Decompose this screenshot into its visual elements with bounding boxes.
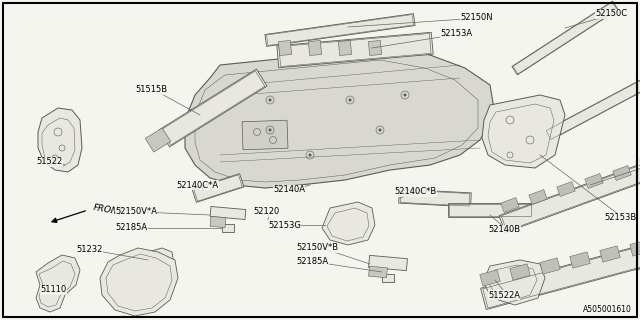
Polygon shape — [36, 255, 80, 312]
Circle shape — [269, 129, 271, 132]
Text: 52153A: 52153A — [440, 29, 472, 38]
Polygon shape — [499, 157, 640, 233]
Text: 52140C*A: 52140C*A — [176, 180, 218, 189]
Text: 52150N: 52150N — [460, 13, 493, 22]
Polygon shape — [308, 41, 321, 55]
Circle shape — [403, 93, 406, 97]
Text: 52185A: 52185A — [296, 258, 328, 267]
Polygon shape — [369, 266, 387, 278]
Text: 52153G: 52153G — [268, 220, 301, 229]
Polygon shape — [481, 236, 640, 309]
Text: 52150C: 52150C — [595, 10, 627, 19]
Polygon shape — [480, 270, 500, 286]
Polygon shape — [399, 189, 471, 207]
Polygon shape — [210, 216, 226, 228]
Polygon shape — [278, 41, 292, 55]
Polygon shape — [242, 120, 288, 150]
Polygon shape — [339, 41, 351, 55]
Polygon shape — [159, 69, 267, 147]
Text: 52140A: 52140A — [273, 186, 305, 195]
Text: 52140B: 52140B — [488, 226, 520, 235]
Text: 52150V*B: 52150V*B — [296, 244, 338, 252]
Text: 52150V*A: 52150V*A — [115, 207, 157, 217]
Circle shape — [349, 99, 351, 101]
Text: 52150D: 52150D — [638, 158, 640, 167]
Polygon shape — [630, 240, 640, 256]
Polygon shape — [529, 189, 547, 204]
Polygon shape — [145, 128, 171, 152]
Polygon shape — [512, 1, 618, 75]
Polygon shape — [482, 95, 565, 168]
Polygon shape — [277, 32, 433, 68]
Polygon shape — [265, 14, 415, 46]
Circle shape — [269, 99, 271, 101]
Polygon shape — [192, 174, 244, 202]
Text: 51522A: 51522A — [488, 291, 520, 300]
Text: 52120: 52120 — [253, 207, 279, 217]
Circle shape — [378, 129, 381, 132]
Text: 51522: 51522 — [36, 157, 62, 166]
Text: 51232: 51232 — [76, 245, 102, 254]
Polygon shape — [210, 206, 246, 220]
Polygon shape — [369, 41, 381, 55]
Polygon shape — [369, 255, 408, 271]
Polygon shape — [140, 248, 174, 278]
Circle shape — [308, 154, 312, 156]
Text: FRONT: FRONT — [92, 203, 124, 217]
Polygon shape — [382, 274, 394, 282]
Polygon shape — [185, 48, 495, 188]
Polygon shape — [545, 70, 640, 140]
Polygon shape — [500, 197, 519, 212]
Polygon shape — [322, 202, 375, 245]
Text: 51110: 51110 — [40, 285, 67, 294]
Polygon shape — [540, 258, 560, 274]
Polygon shape — [483, 260, 545, 305]
Text: 52140C*B: 52140C*B — [394, 188, 436, 196]
Polygon shape — [600, 246, 620, 262]
Text: 52153B: 52153B — [604, 213, 636, 222]
Polygon shape — [557, 181, 575, 196]
Text: 52185A: 52185A — [115, 223, 147, 233]
Polygon shape — [447, 203, 532, 217]
Polygon shape — [570, 252, 590, 268]
Polygon shape — [509, 264, 531, 280]
Text: 51515B: 51515B — [135, 85, 167, 94]
Polygon shape — [585, 173, 604, 188]
Polygon shape — [222, 224, 234, 232]
Polygon shape — [100, 248, 178, 316]
Text: A505001610: A505001610 — [583, 305, 632, 314]
Polygon shape — [612, 165, 631, 180]
Polygon shape — [38, 108, 82, 172]
